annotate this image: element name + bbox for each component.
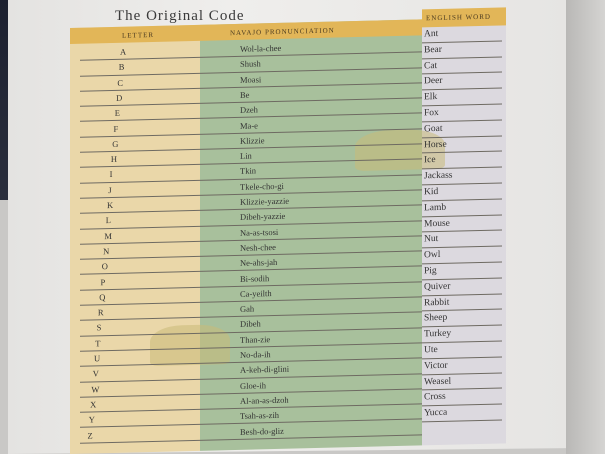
navajo-cell: Besh-do-gliz (240, 425, 284, 437)
navajo-cell: Al-an-as-dzoh (240, 394, 289, 406)
page-title: The Original Code (115, 8, 245, 24)
letter-cell: V (92, 368, 99, 379)
navajo-cell: Tkin (240, 165, 257, 177)
letter-cell: C (117, 77, 124, 88)
letter-cell: L (105, 215, 111, 226)
letter-cell: T (95, 337, 101, 349)
navajo-cell: Tsah-as-zih (240, 410, 280, 422)
navajo-cell: Nesh-chee (240, 241, 276, 253)
page-edge (566, 0, 605, 454)
navajo-cell: Dibeh-yazzie (240, 211, 286, 223)
navajo-cell: Lin (240, 150, 252, 161)
letter-cell: S (96, 322, 102, 333)
navajo-cell: Ne-ahs-jah (240, 257, 278, 269)
letter-cell: F (113, 123, 119, 134)
letter-cell: Z (87, 429, 93, 441)
navajo-cell: Dzeh (240, 104, 258, 116)
letter-cell: U (94, 353, 101, 364)
navajo-cell: Gloe-ih (240, 379, 266, 391)
navajo-cell: Dibeh (240, 318, 261, 330)
navajo-cell: Ca-yeilth (240, 287, 272, 299)
letter-cell: A (120, 46, 127, 57)
english-cell: Yucca (422, 404, 502, 423)
code-table: Letter Navajo Pronunciation English Word… (70, 7, 506, 454)
navajo-cell: Ma-e (240, 119, 258, 131)
letter-cell: W (91, 383, 100, 395)
letter-cell: O (101, 261, 108, 272)
letter-cell: R (97, 307, 104, 318)
navajo-cell: A-keh-di-glini (240, 363, 290, 376)
letter-cell: M (104, 230, 112, 241)
letter-cell: X (90, 399, 97, 410)
navajo-cell: Shush (240, 58, 261, 70)
letter-cell: B (118, 61, 125, 73)
letter-cell: N (103, 245, 110, 257)
header-letter: Letter (122, 30, 155, 40)
letter-cell: E (114, 107, 120, 119)
navajo-cell: Klizzie (240, 135, 265, 146)
letter-cell: G (112, 138, 119, 149)
letter-cell: J (108, 184, 112, 195)
letter-cell: Y (88, 414, 95, 425)
navajo-cell: Bi-sodih (240, 272, 270, 284)
letter-cell: D (116, 92, 123, 103)
letter-cell: P (100, 276, 106, 287)
navajo-cell: Than-zie (240, 333, 271, 345)
navajo-cell: Be (240, 89, 250, 100)
navajo-cell: Klizzie-yazzie (240, 195, 290, 207)
letter-cell: K (107, 199, 114, 211)
navajo-cell: Moasi (240, 73, 262, 85)
letter-cell: Q (99, 291, 106, 303)
navajo-cell: Gah (240, 303, 255, 314)
letter-cell: H (110, 153, 118, 165)
navajo-cell: No-da-ih (240, 349, 271, 360)
navajo-cell: Tkele-cho-gi (240, 180, 284, 192)
header-english: English Word (426, 12, 491, 23)
letter-cell: I (109, 169, 113, 180)
navajo-cell: Wol-la-chee (240, 42, 282, 54)
navajo-cell: Na-as-tsosi (240, 226, 279, 238)
